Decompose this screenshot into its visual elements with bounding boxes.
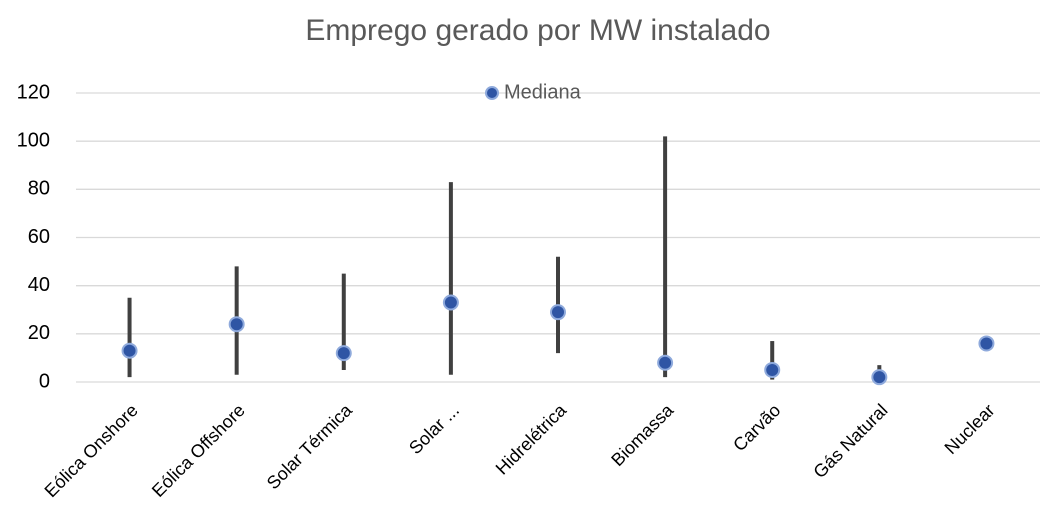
x-tick-label: Gás Natural — [809, 400, 891, 482]
x-tick-label: Biomassa — [607, 399, 678, 470]
x-tick-label: Solar Térmica — [263, 399, 357, 493]
x-tick-label: Nuclear — [941, 400, 999, 458]
median-dot — [550, 304, 566, 321]
median-dot — [121, 342, 138, 359]
y-tick-label: 40 — [28, 274, 50, 296]
median-dot — [657, 354, 674, 371]
chart-title: Emprego gerado por MW instalado — [305, 14, 770, 47]
y-tick-label: 20 — [28, 322, 50, 344]
median-dot — [978, 335, 995, 352]
x-tick-label: Eólica Onshore — [41, 400, 142, 501]
x-tick-label: Hidrelétrica — [492, 399, 571, 478]
median-dot — [228, 316, 245, 333]
median-dot — [764, 361, 781, 378]
y-tick-label: 100 — [17, 129, 50, 151]
y-tick-label: 0 — [39, 370, 50, 392]
median-dot — [871, 369, 888, 386]
median-dot — [335, 345, 352, 362]
y-tick-label: 80 — [28, 178, 50, 200]
legend-marker — [485, 86, 499, 100]
x-tick-label: Carvão — [729, 400, 784, 455]
y-tick-label: 120 — [17, 81, 50, 103]
y-tick-label: 60 — [28, 226, 50, 248]
median-dot — [442, 294, 459, 311]
x-tick-label: Eólica Offshore — [148, 400, 249, 501]
x-tick-label: Solar ... — [405, 400, 463, 458]
legend-label: Mediana — [504, 81, 582, 103]
